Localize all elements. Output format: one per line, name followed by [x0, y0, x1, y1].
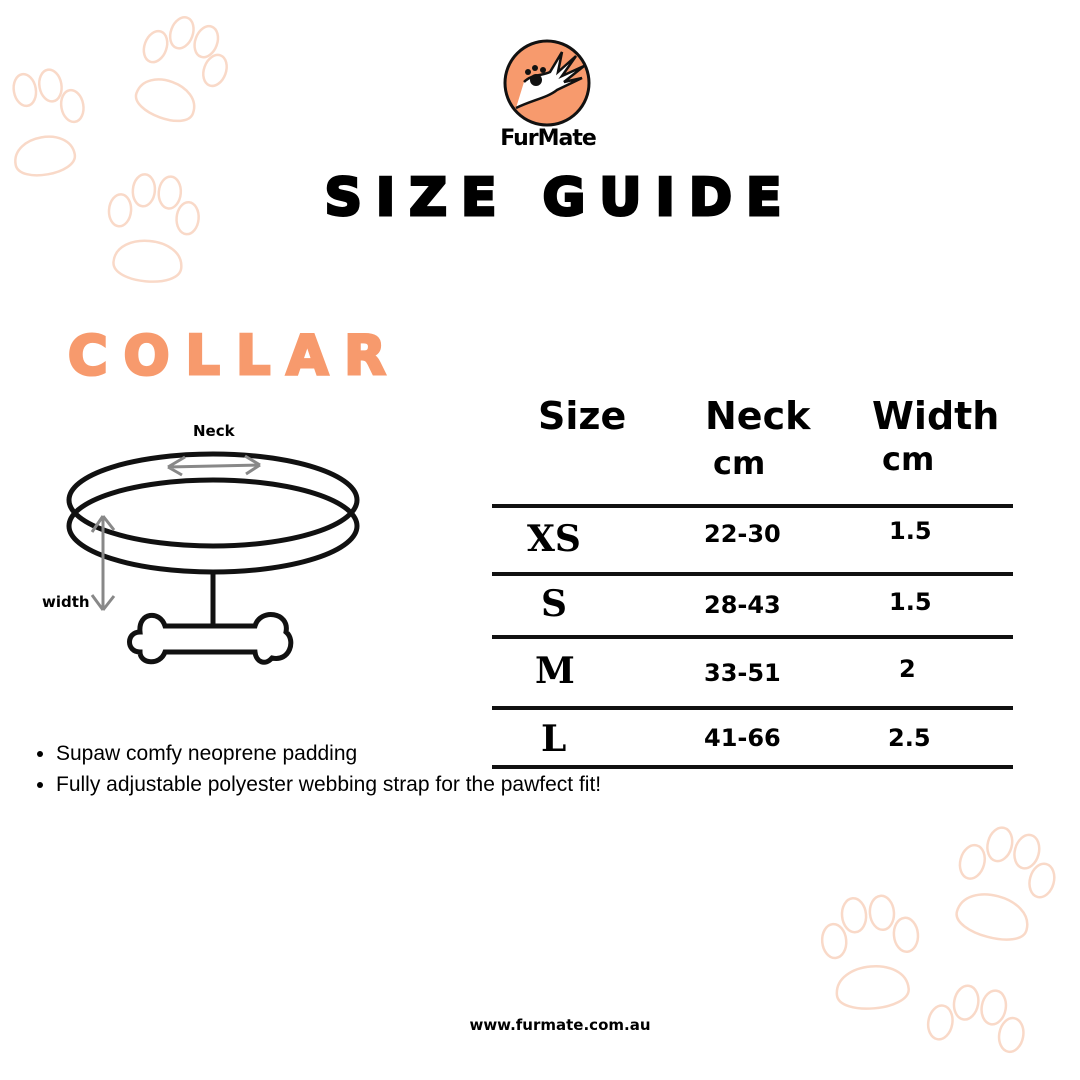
collar-diagram — [66, 451, 360, 665]
width-cell: 1.5 — [889, 517, 932, 545]
width-cell: 1.5 — [889, 588, 932, 616]
furmate-logo — [503, 39, 591, 127]
size-cell: S — [541, 583, 567, 625]
size-cell: L — [541, 718, 567, 760]
width-cell: 2 — [899, 655, 916, 683]
size-cell: M — [535, 650, 575, 692]
feature-list: Supaw comfy neoprene padding Fully adjus… — [38, 738, 601, 800]
table-divider — [492, 706, 1013, 710]
header-width: Width — [872, 394, 1000, 438]
feature-item: Fully adjustable polyester webbing strap… — [56, 769, 601, 800]
table-divider — [492, 572, 1013, 576]
table-divider — [492, 765, 1013, 769]
table-divider — [492, 504, 1013, 508]
width-label: width — [42, 593, 90, 611]
website-link[interactable]: www.furmate.com.au — [469, 1016, 651, 1034]
size-cell: XS — [527, 518, 581, 560]
page-title: SIZE GUIDE — [323, 167, 796, 230]
paw-print-decoration-icon — [820, 826, 1056, 1054]
brand-name: FurMate — [500, 126, 597, 151]
neck-cell: 28-43 — [704, 591, 781, 619]
paw-print-decoration-icon — [12, 16, 228, 283]
header-size: Size — [538, 394, 627, 438]
product-title: COLLAR — [67, 323, 402, 389]
table-divider — [492, 635, 1013, 639]
header-neck-unit: cm — [713, 444, 766, 482]
header-width-unit: cm — [882, 440, 935, 478]
feature-item: Supaw comfy neoprene padding — [56, 738, 601, 769]
neck-cell: 22-30 — [704, 520, 781, 548]
width-cell: 2.5 — [888, 724, 931, 752]
neck-cell: 41-66 — [704, 724, 781, 752]
neck-label: Neck — [193, 422, 235, 440]
header-neck: Neck — [705, 394, 811, 438]
neck-cell: 33-51 — [704, 659, 781, 687]
